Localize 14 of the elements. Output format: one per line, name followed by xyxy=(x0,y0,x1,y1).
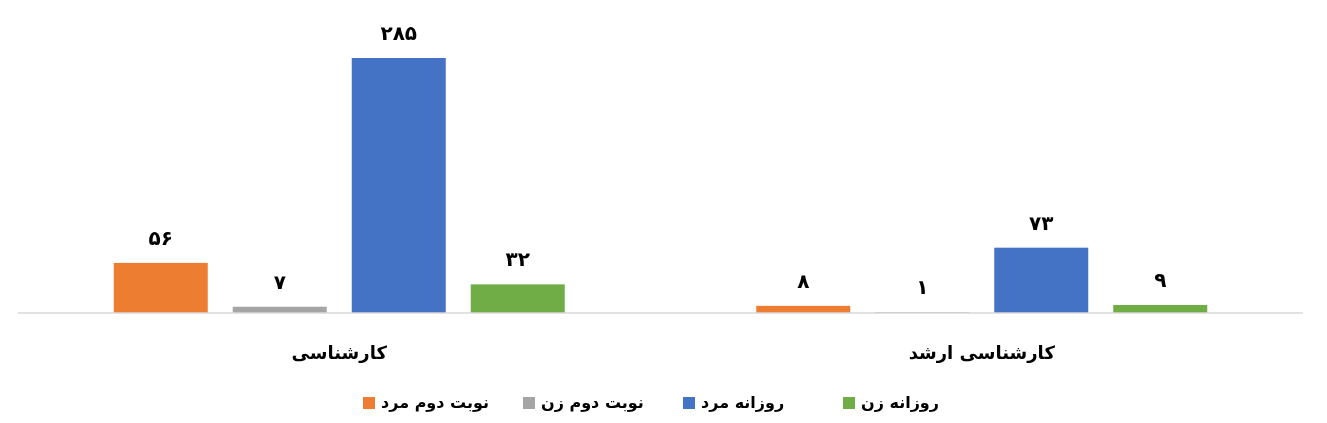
legend-label: نوبت دوم مرد xyxy=(381,393,490,412)
data-label: ۱ xyxy=(916,275,929,300)
data-label: ۹ xyxy=(1154,267,1167,292)
data-label: ۷۳ xyxy=(1029,210,1054,235)
data-label: ۸ xyxy=(797,268,810,293)
legend-label: روزانه زن xyxy=(861,393,939,412)
data-label: ۳۲ xyxy=(505,247,530,272)
x-tick-label: کارشناسی ارشد xyxy=(908,342,1056,363)
data-label: ۲۸۵ xyxy=(380,21,418,45)
legend-label: روزانه مرد xyxy=(701,393,785,412)
data-label: ۷ xyxy=(273,269,286,294)
legend-label: نوبت دوم زن xyxy=(541,393,644,412)
x-tick-label: کارشناسی xyxy=(291,342,388,363)
data-label: ۵۶ xyxy=(148,225,173,250)
